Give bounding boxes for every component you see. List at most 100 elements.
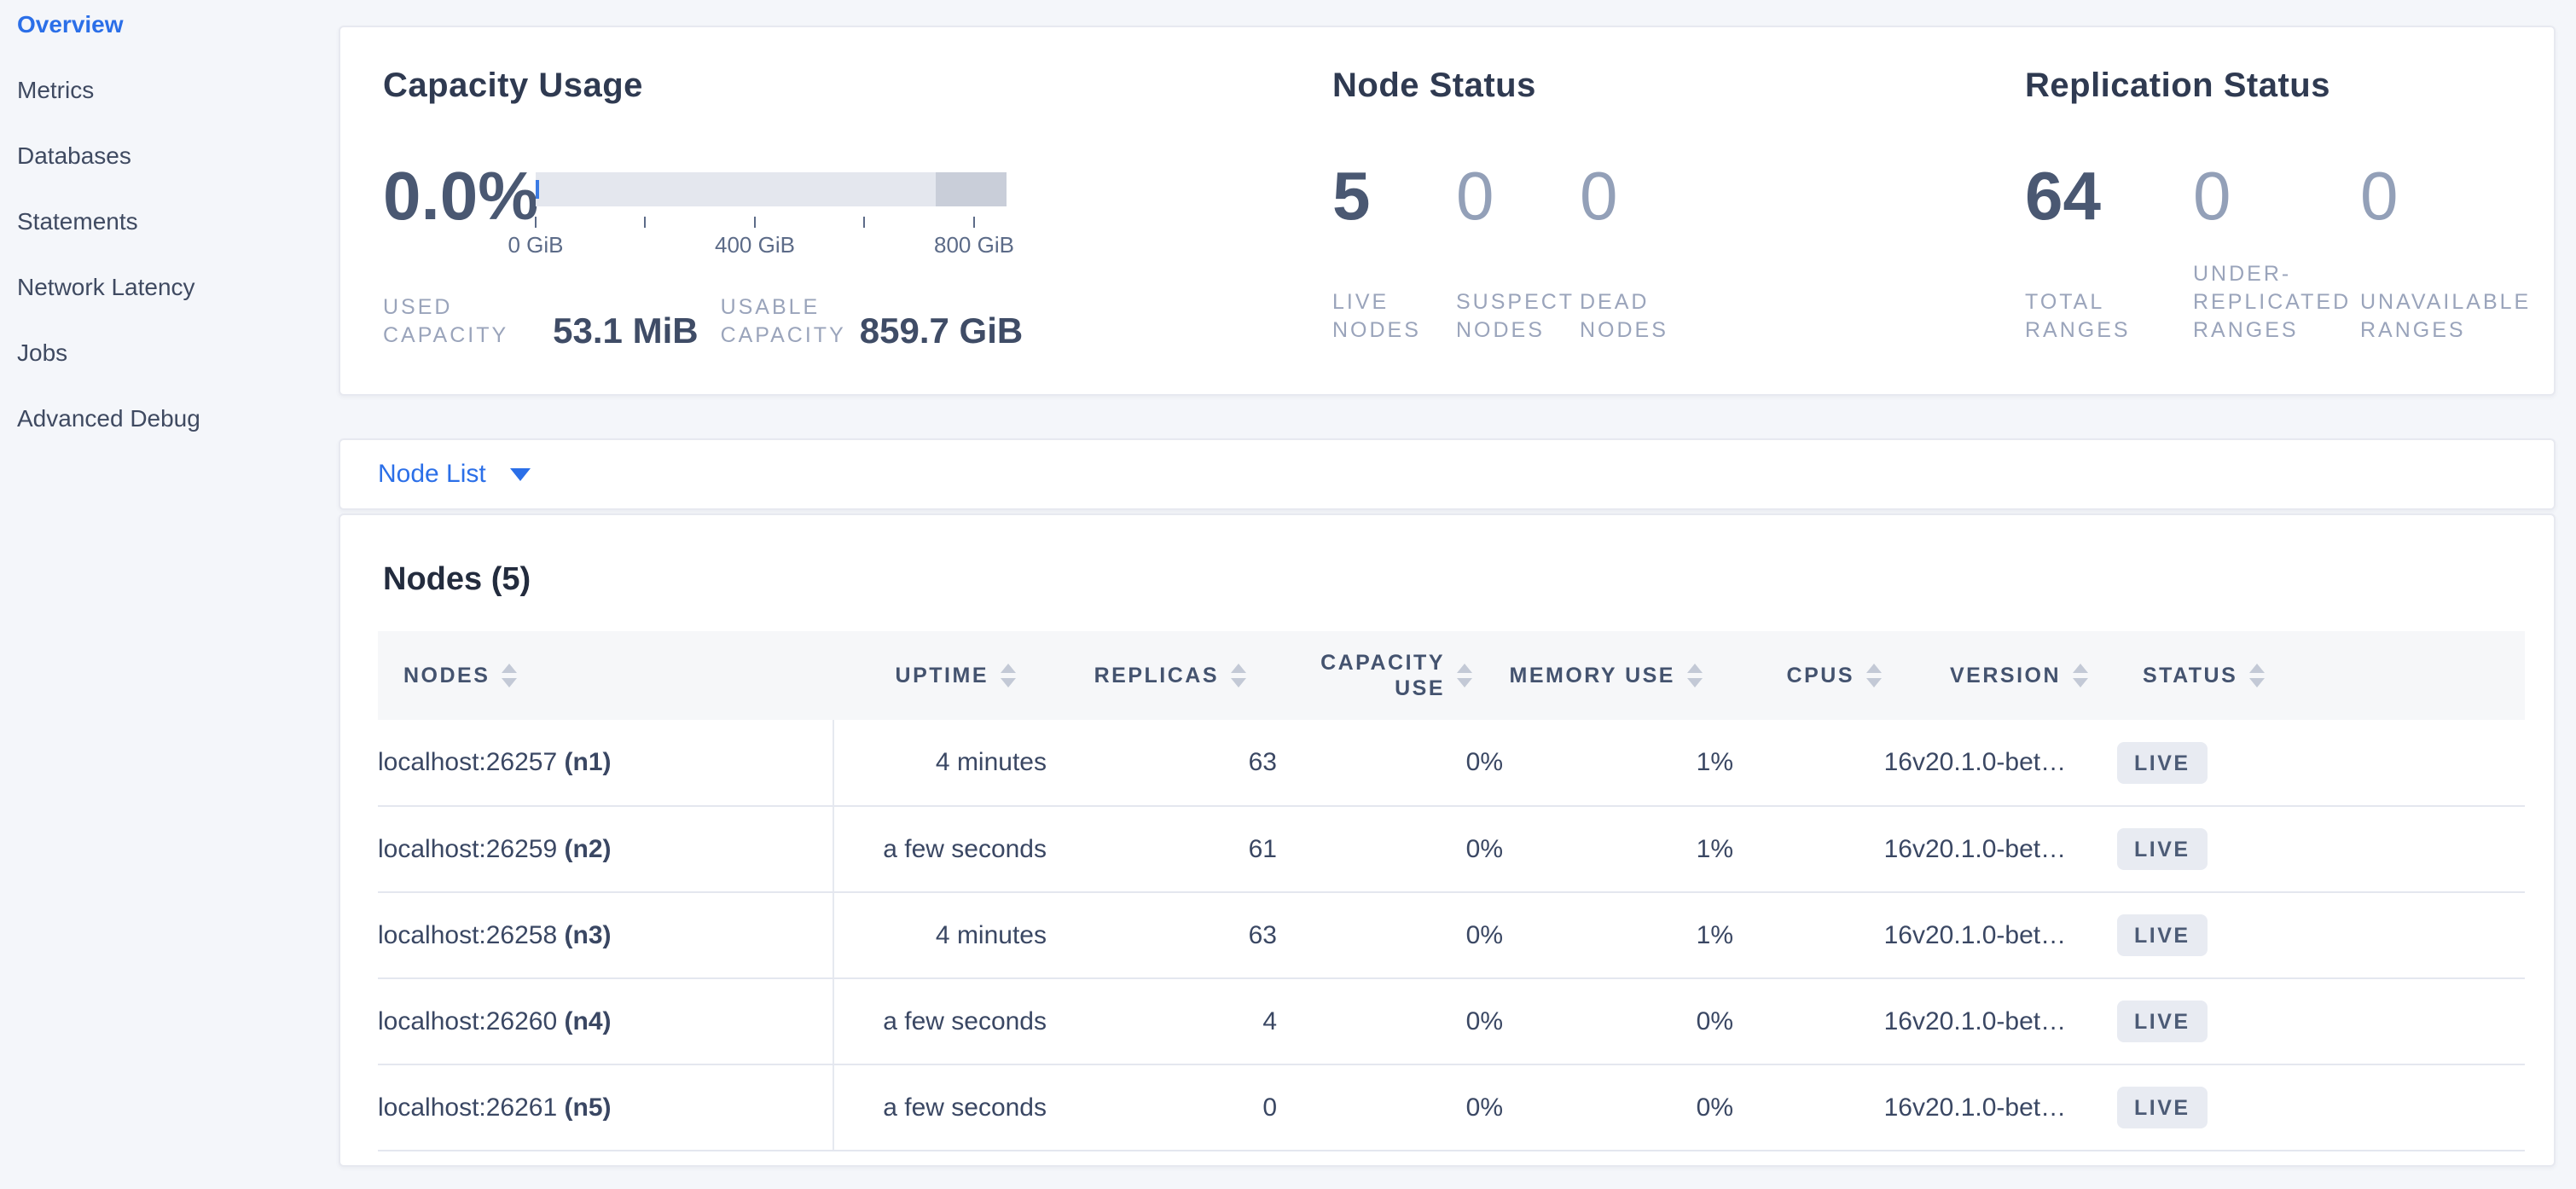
node-row-n2[interactable]: localhost:26259 (n2) a few seconds 61 0%… [378,806,2525,893]
status-badge: LIVE [2117,1087,2208,1128]
nodes-table-header-row: NODES UPTIME REPLICAS CAPACITY USE [378,631,2525,720]
gauge-tick-label-400: 400 GiB [715,232,795,258]
sidebar-item-jobs[interactable]: Jobs [17,339,68,366]
node-address[interactable]: localhost:26258 [378,920,558,949]
nodes-table: NODES UPTIME REPLICAS CAPACITY USE [378,631,2525,1151]
sidebar-item-advanced-debug[interactable]: Advanced Debug [17,405,200,432]
replicas-cell: 63 [1047,892,1277,979]
sort-icon [1231,664,1246,687]
column-header-status[interactable]: STATUS [2117,631,2525,720]
column-header-version[interactable]: VERSION [1912,631,2117,720]
node-row-n4[interactable]: localhost:26260 (n4) a few seconds 4 0% … [378,978,2525,1065]
node-address[interactable]: localhost:26260 [378,1006,558,1035]
capacity-use-cell: 0% [1277,720,1503,807]
capacity-gauge [536,172,1007,206]
memory-use-cell: 1% [1503,720,1733,807]
under-replicated-ranges-label: UNDER- REPLICATED RANGES [2193,262,2352,342]
cpus-cell: 16 [1733,720,1912,807]
column-header-replicas-label: REPLICAS [1094,664,1219,687]
capacity-use-cell: 0% [1277,892,1503,979]
gauge-tick-label-0: 0 GiB [508,232,564,258]
capacity-gauge-used-marker [536,180,539,199]
node-row-n1[interactable]: localhost:26257 (n1) 4 minutes 63 0% 1% … [378,720,2525,807]
cluster-summary-card: Capacity Usage 0.0% 0 GiB 400 GiB 800 Gi… [339,26,2556,396]
status-badge: LIVE [2117,914,2208,956]
node-row-n5[interactable]: localhost:26261 (n5) a few seconds 0 0% … [378,1064,2525,1151]
node-address[interactable]: localhost:26259 [378,834,558,863]
node-address[interactable]: localhost:26261 [378,1093,558,1122]
total-ranges-label: TOTAL RANGES [2025,290,2131,342]
nodes-card: Nodes (5) NODES UPTIME RE [339,513,2556,1167]
column-header-capacity-use-label: CAPACITY USE [1320,651,1445,700]
sort-icon [1866,664,1882,687]
column-header-uptime-label: UPTIME [895,664,989,687]
cpus-cell: 16 [1733,978,1912,1065]
nodes-table-title: Nodes (5) [383,561,531,597]
uptime-cell: a few seconds [833,806,1047,893]
total-ranges-count: 64 [2025,158,2101,234]
sort-icon [502,664,518,687]
column-header-capacity-use[interactable]: CAPACITY USE [1277,631,1503,720]
live-nodes-count: 5 [1332,158,1371,234]
sidebar-item-statements[interactable]: Statements [17,208,138,235]
sidebar: Overview Metrics Databases Statements Ne… [0,0,339,1189]
column-header-cpus[interactable]: CPUS [1733,631,1912,720]
memory-use-cell: 0% [1503,978,1733,1065]
gauge-tick-label-800: 800 GiB [934,232,1014,258]
sort-icon [1001,664,1016,687]
unavailable-ranges-count: 0 [2360,158,2399,234]
node-id: (n4) [564,1006,612,1035]
replicas-cell: 4 [1047,978,1277,1065]
sidebar-item-overview[interactable]: Overview [17,11,124,38]
uptime-cell: 4 minutes [833,892,1047,979]
replicas-cell: 61 [1047,806,1277,893]
column-header-nodes[interactable]: NODES [378,631,833,720]
node-id: (n3) [564,920,612,949]
sort-icon [1687,664,1703,687]
replicas-cell: 63 [1047,720,1277,807]
sidebar-item-metrics[interactable]: Metrics [17,77,95,103]
node-address[interactable]: localhost:26257 [378,748,558,776]
uptime-cell: a few seconds [833,1064,1047,1151]
sort-icon [2073,664,2089,687]
used-capacity-label: USED CAPACITY [383,295,509,347]
node-row-n3[interactable]: localhost:26258 (n3) 4 minutes 63 0% 1% … [378,892,2525,979]
version-cell: v20.1.0-bet… [1912,892,2117,979]
status-badge: LIVE [2117,741,2208,784]
memory-use-cell: 0% [1503,1064,1733,1151]
capacity-use-cell: 0% [1277,1064,1503,1151]
capacity-use-cell: 0% [1277,978,1503,1065]
column-header-memory-use[interactable]: MEMORY USE [1503,631,1733,720]
capacity-stats: USED CAPACITY 53.1 MiB USABLE CAPACITY 8… [383,293,1023,350]
under-replicated-ranges-count: 0 [2193,158,2231,234]
version-cell: v20.1.0-bet… [1912,978,2117,1065]
node-id: (n2) [564,834,612,863]
gauge-tick [535,217,537,228]
suspect-nodes-label: SUSPECT NODES [1456,290,1575,342]
replicas-cell: 0 [1047,1064,1277,1151]
column-header-status-label: STATUS [2143,664,2238,687]
column-header-uptime[interactable]: UPTIME [833,631,1047,720]
node-id: (n5) [564,1093,612,1122]
status-badge: LIVE [2117,828,2208,870]
version-cell: v20.1.0-bet… [1912,1064,2117,1151]
node-list-dropdown[interactable]: Node List [378,440,531,508]
gauge-tick [863,217,865,228]
sidebar-item-databases[interactable]: Databases [17,142,131,169]
suspect-nodes-count: 0 [1456,158,1494,234]
node-list-dropdown-label: Node List [378,460,486,488]
column-header-cpus-label: CPUS [1786,664,1854,687]
version-cell: v20.1.0-bet… [1912,720,2117,807]
chevron-down-icon [509,467,531,481]
capacity-gauge-reserved-segment [936,172,1007,206]
sidebar-item-network-latency[interactable]: Network Latency [17,274,195,300]
live-nodes-label: LIVE NODES [1332,290,1421,342]
gauge-tick [644,217,646,228]
column-header-replicas[interactable]: REPLICAS [1047,631,1277,720]
used-capacity-value: 53.1 MiB [553,310,699,351]
uptime-cell: 4 minutes [833,720,1047,807]
status-badge: LIVE [2117,1000,2208,1042]
capacity-use-cell: 0% [1277,806,1503,893]
usable-capacity-value: 859.7 GiB [859,310,1024,351]
view-selector-card: Node List [339,438,2556,510]
